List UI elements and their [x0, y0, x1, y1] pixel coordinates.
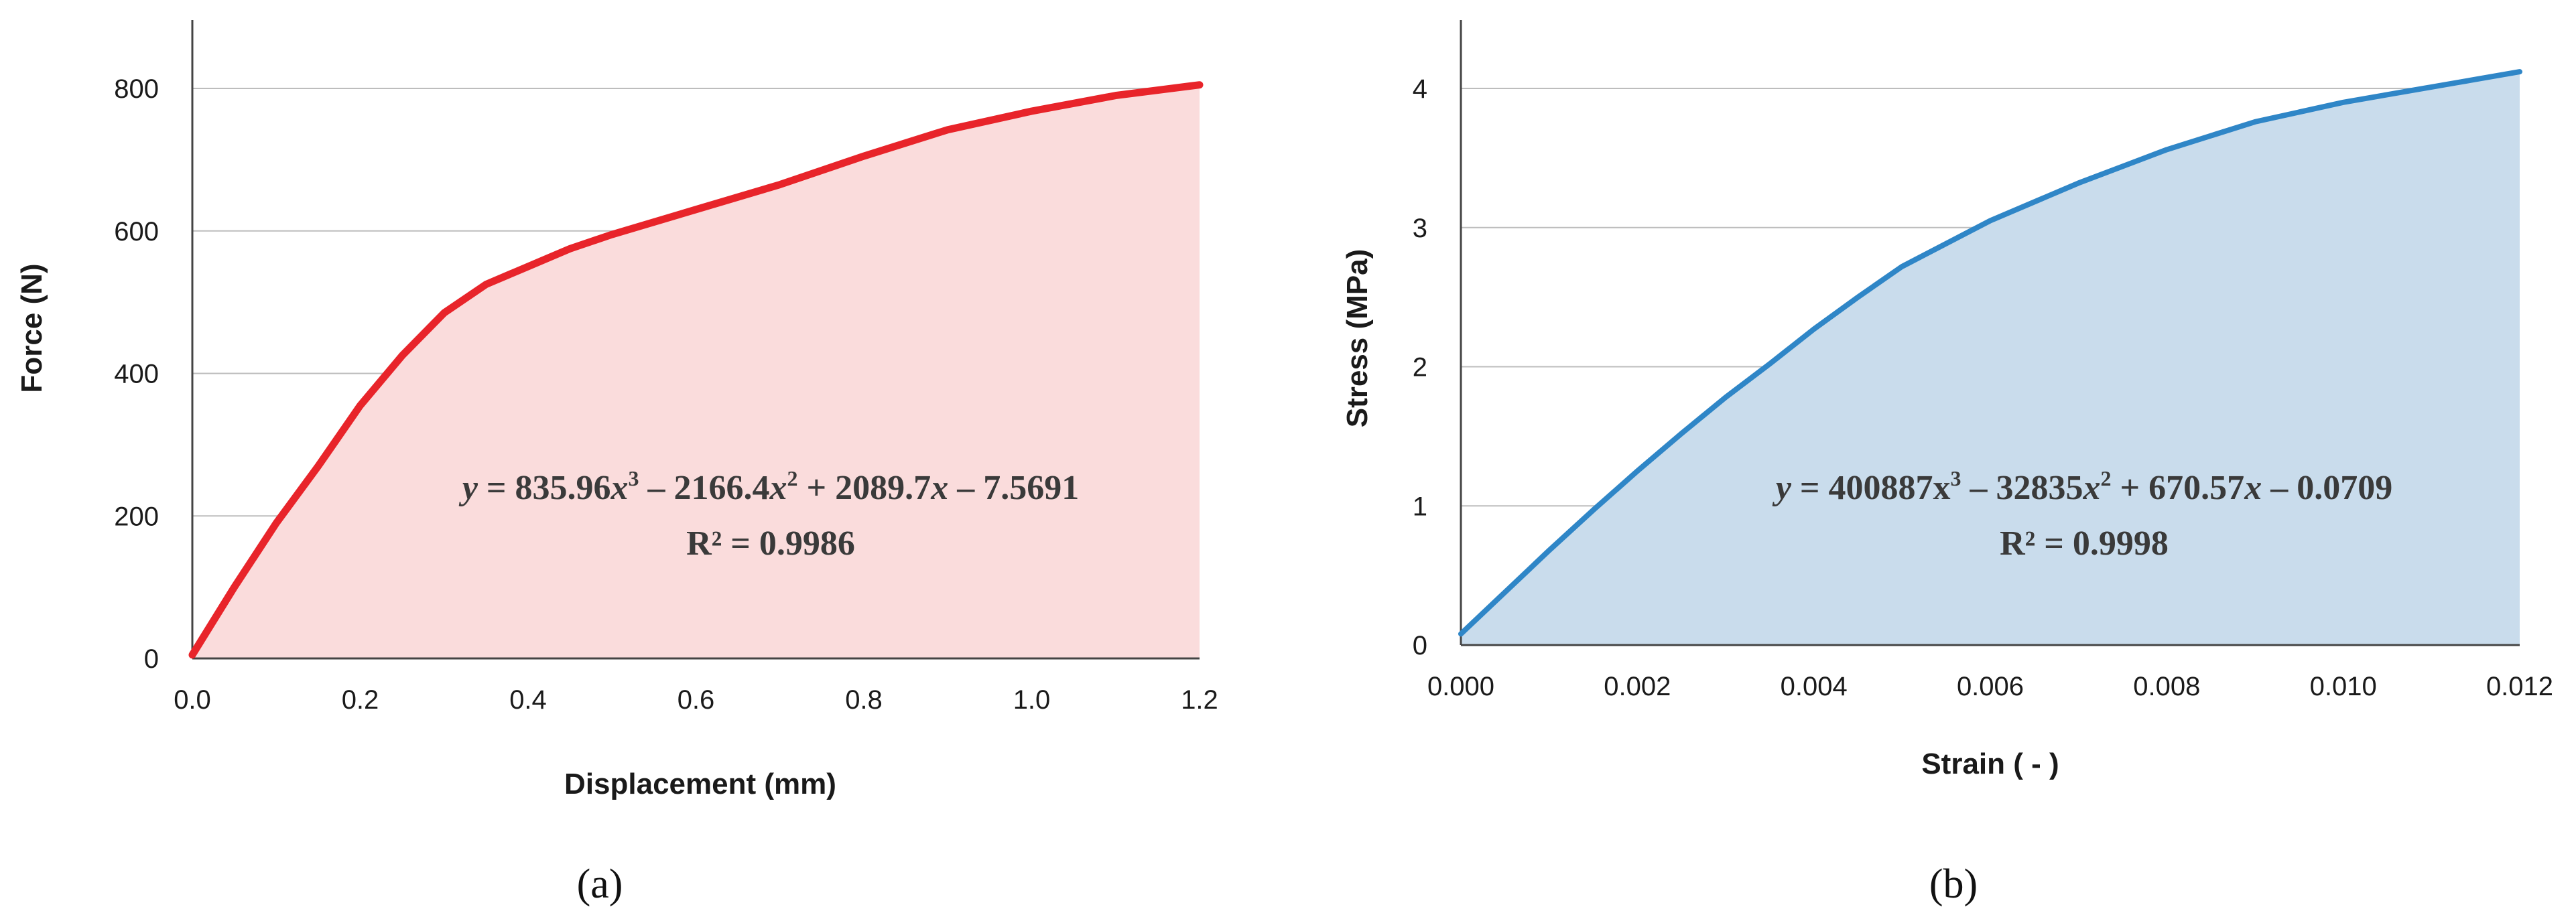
panel-a-label: (a)	[577, 861, 623, 907]
data-point	[1114, 94, 1118, 98]
panel-a-y-ticks: 0 200 400 600 800	[114, 74, 159, 674]
y-tick-label: 4	[1413, 74, 1427, 104]
data-point	[1724, 395, 1728, 399]
y-tick-label: 600	[114, 217, 159, 246]
data-point	[1856, 295, 1860, 299]
y-tick-label: 800	[114, 74, 159, 104]
panel-b-area-fill	[1461, 72, 2520, 646]
panel-a-x-axis-title: Displacement (mm)	[564, 768, 836, 800]
data-point	[1635, 469, 1639, 473]
y-tick-label: 1	[1413, 492, 1427, 521]
data-point	[2429, 85, 2433, 89]
data-point	[274, 521, 278, 525]
data-point	[1812, 327, 1816, 331]
data-point	[2518, 70, 2522, 74]
panel-b-y-ticks: 0 1 2 3 4	[1413, 74, 1427, 660]
y-tick-label: 400	[114, 360, 159, 389]
data-point	[400, 354, 404, 358]
panel-a: 0.0 0.2 0.4 0.6 0.8 1.0 1.2 0 200 400 600 800 Disp…	[15, 20, 1218, 907]
data-point	[1198, 83, 1202, 87]
panel-a-series-line	[188, 81, 1204, 659]
panel-b: 0.000 0.002 0.004 0.006 0.008 0.010 0.012 0 1 2 3…	[1341, 20, 2553, 907]
data-point	[1030, 109, 1034, 113]
data-point	[568, 246, 572, 251]
y-tick-label: 0	[144, 644, 159, 674]
y-tick-label: 3	[1413, 214, 1427, 243]
x-tick-label: 0.004	[1781, 672, 1848, 701]
panel-a-y-axis-title: Force (N)	[15, 263, 48, 393]
data-point	[359, 403, 363, 407]
x-tick-label: 0.4	[509, 685, 547, 715]
data-point	[190, 653, 194, 657]
x-tick-label: 0.006	[1957, 672, 2024, 701]
panel-b-y-axis-title: Stress (MPa)	[1341, 249, 1374, 428]
x-tick-label: 1.0	[1013, 685, 1051, 715]
x-tick-label: 0.2	[342, 685, 379, 715]
data-point	[946, 128, 950, 132]
y-tick-label: 200	[114, 502, 159, 531]
data-point	[778, 183, 782, 187]
data-point	[862, 154, 866, 158]
data-point	[316, 464, 320, 468]
panel-a-r-squared: R² = 0.9986	[686, 524, 855, 563]
x-tick-label: 0.000	[1427, 672, 1494, 701]
panel-b-r-squared: R² = 0.9998	[2000, 524, 2169, 563]
data-point	[526, 265, 530, 269]
x-tick-label: 0.008	[2133, 672, 2200, 701]
data-point	[1459, 632, 1463, 636]
panel-a-equation: y = 835.96x3 – 2166.4x2 + 2089.7x – 7.56…	[458, 466, 1079, 507]
x-tick-label: 0.010	[2310, 672, 2377, 701]
panel-a-x-ticks: 0.0 0.2 0.4 0.6 0.8 1.0 1.2	[174, 685, 1218, 715]
data-point	[1592, 508, 1596, 512]
panel-a-area-fill	[192, 84, 1200, 658]
panel-b-label: (b)	[1929, 861, 1978, 907]
x-tick-label: 0.012	[2486, 672, 2553, 701]
y-tick-label: 2	[1413, 353, 1427, 382]
x-tick-label: 0.6	[678, 685, 715, 715]
data-point	[610, 232, 614, 236]
panel-b-x-ticks: 0.000 0.002 0.004 0.006 0.008 0.010 0.012	[1427, 672, 2553, 701]
data-point	[1503, 590, 1507, 594]
x-tick-label: 0.002	[1604, 672, 1671, 701]
data-point	[442, 311, 446, 315]
x-tick-label: 1.2	[1181, 685, 1218, 715]
data-point	[1768, 362, 1772, 366]
x-tick-label: 0.0	[174, 685, 211, 715]
data-point	[2253, 120, 2257, 124]
data-point	[2341, 100, 2345, 104]
data-point	[2077, 181, 2081, 185]
panel-b-equation: y = 400887x3 – 32835x2 + 670.57x – 0.070…	[1772, 466, 2392, 507]
data-point	[694, 208, 698, 212]
panel-b-series-line	[1458, 69, 2522, 637]
data-point	[1679, 431, 1683, 435]
data-point	[1900, 265, 1904, 269]
data-point	[1547, 549, 1551, 553]
y-tick-label: 0	[1413, 631, 1427, 660]
data-point	[484, 283, 488, 287]
data-point	[2165, 147, 2169, 151]
x-tick-label: 0.8	[845, 685, 883, 715]
data-point	[233, 585, 237, 589]
data-point	[1988, 218, 1992, 222]
panel-b-x-axis-title: Strain ( - )	[1921, 748, 2059, 780]
